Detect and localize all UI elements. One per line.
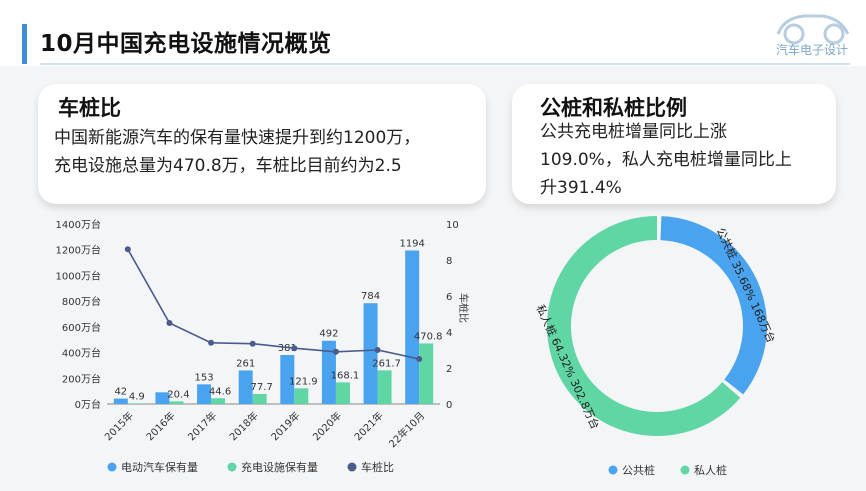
proportion-card-line: 公共充电桩增量同比上涨	[540, 122, 727, 142]
ratio-point	[416, 356, 423, 362]
legend-label: 私人桩	[694, 463, 727, 477]
y2-tick-label: 4	[446, 328, 452, 339]
legend-marker	[347, 462, 357, 472]
charger-data-label: 470.8	[414, 331, 443, 342]
legend-label: 公共桩	[622, 463, 655, 477]
ratio-card-text: 中国新能源汽车的保有量快速提升到约1200万， 充电设施总量为470.8万，车桩…	[54, 124, 420, 180]
donut-chart: 公共桩 35.68% 168万台 私人桩 64.32% 302.8万台 公共桩 私人桩	[530, 208, 830, 487]
x-tick-label: 2020年	[310, 409, 344, 443]
ratio-point	[249, 340, 256, 347]
ratio-card-line: 中国新能源汽车的保有量快速提升到约1200万，	[54, 128, 421, 148]
proportion-card-line: 升391.4%	[540, 178, 622, 198]
ratio-point	[374, 347, 381, 353]
charger-bar	[127, 403, 142, 404]
ev-bar	[197, 384, 212, 404]
charger-data-label: 44.6	[209, 386, 231, 397]
charger-bar	[252, 394, 267, 404]
charger-bar	[377, 370, 392, 404]
proportion-card: 公桩和私桩比例 公共充电桩增量同比上涨 109.0%，私人充电桩增量同比上 升3…	[512, 84, 836, 204]
proportion-card-title: 公桩和私桩比例	[540, 96, 687, 120]
ratio-point	[291, 345, 298, 352]
ev-bar	[113, 398, 128, 404]
x-tick-label: 2016年	[143, 409, 177, 443]
charger-bar	[335, 382, 350, 404]
x-tick-label: 2015年	[102, 409, 136, 443]
y-tick-label: 200万台	[62, 372, 101, 385]
title-accent-bar	[22, 24, 27, 64]
y-tick-label: 800万台	[62, 295, 101, 308]
y-tick-label: 0万台	[75, 398, 101, 411]
proportion-card-line: 109.0%，私人充电桩增量同比上	[540, 150, 792, 170]
ev-bar	[363, 303, 378, 404]
car-logo-icon	[776, 14, 850, 45]
charger-data-label: 77.7	[251, 382, 273, 393]
y-tick-label: 400万台	[62, 347, 101, 360]
charger-data-label: 261.7	[372, 358, 401, 369]
proportion-card-text: 公共充电桩增量同比上涨 109.0%，私人充电桩增量同比上 升391.4%	[540, 118, 792, 202]
charger-bar	[294, 388, 309, 404]
ev-bar	[155, 392, 170, 404]
charger-bar	[211, 398, 226, 404]
ratio-card-title: 车桩比	[58, 96, 121, 120]
charger-data-label: 121.9	[289, 376, 318, 387]
bar-line-chart: 0万台 200万台 400万台 600万台 800万台 1000万台 1200万台 1400万…	[40, 208, 490, 487]
ev-data-label: 492	[319, 329, 338, 340]
legend-marker	[227, 462, 237, 472]
x-tick-label: 2017年	[185, 409, 219, 443]
legend-marker	[107, 462, 117, 472]
x-tick-label: 2018年	[227, 409, 261, 443]
y2-tick-label: 0	[446, 400, 452, 411]
ratio-point	[124, 246, 131, 253]
private-slice	[547, 216, 741, 436]
y-tick-label: 1200万台	[56, 244, 101, 257]
ratio-point	[332, 348, 339, 355]
public-slice	[660, 216, 767, 395]
y2-axis-label: 车桩比	[457, 293, 470, 323]
charger-data-label: 20.4	[167, 389, 189, 400]
legend-label: 充电设施保有量	[241, 460, 318, 474]
x-tick-label: 2019年	[268, 409, 302, 443]
y-tick-label: 600万台	[62, 321, 101, 334]
x-tick-label: 2021年	[351, 409, 385, 443]
y2-tick-label: 2	[446, 364, 452, 375]
y-tick-label: 1000万台	[56, 269, 101, 282]
ev-bar	[321, 340, 336, 404]
ratio-point	[208, 339, 215, 346]
charger-bar	[169, 401, 184, 404]
charger-bar	[419, 343, 434, 404]
legend-marker	[680, 465, 690, 475]
y2-tick-label: 10	[446, 220, 459, 231]
ratio-line	[127, 248, 420, 360]
ev-data-label: 381	[278, 343, 297, 354]
ratio-card: 车桩比 中国新能源汽车的保有量快速提升到约1200万， 充电设施总量为470.8…	[38, 84, 486, 204]
y-tick-label: 1400万台	[56, 218, 101, 231]
charger-data-label: 4.9	[129, 391, 145, 402]
ev-data-label: 784	[361, 291, 380, 302]
legend-label: 电动汽车保有量	[121, 460, 198, 474]
legend-label: 车桩比	[361, 460, 394, 474]
ev-bar	[405, 250, 420, 404]
bar-line-chart-svg: 0万台 200万台 400万台 600万台 800万台 1000万台 1200万台 1400万…	[56, 218, 470, 474]
ev-data-label: 42	[114, 387, 127, 398]
ev-data-label: 1194	[399, 238, 424, 249]
ratio-point	[166, 320, 173, 326]
title-underline	[40, 63, 850, 65]
y2-tick-label: 6	[446, 292, 452, 303]
logo-text: 汽车电子设计	[775, 43, 848, 57]
x-tick-label: 22年10月	[386, 409, 427, 450]
ev-data-label: 261	[236, 358, 255, 369]
ev-data-label: 153	[195, 372, 214, 383]
y2-tick-label: 8	[446, 256, 452, 267]
page-header: 10月中国充电设施情况概览 汽车电子设计	[0, 0, 866, 66]
ev-bar	[238, 370, 253, 404]
charger-data-label: 168.1	[331, 370, 360, 381]
ratio-card-line: 充电设施总量为470.8万，车桩比目前约为2.5	[54, 156, 402, 176]
ev-bar	[280, 355, 295, 404]
legend-marker	[608, 465, 618, 475]
page-title: 10月中国充电设施情况概览	[40, 31, 332, 57]
